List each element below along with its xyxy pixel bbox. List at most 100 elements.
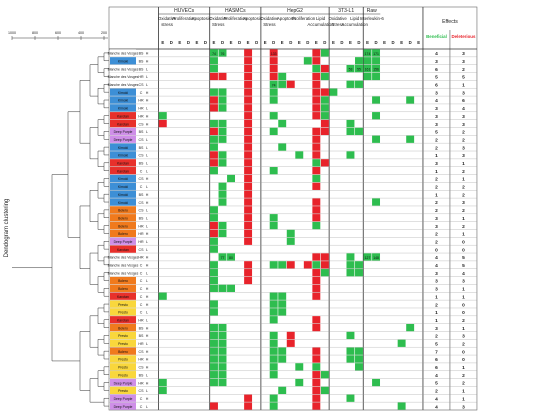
heat-cell (312, 198, 321, 206)
treatment-code: CS (139, 201, 145, 205)
heat-cell (210, 151, 218, 159)
beneficial-count: 2 (435, 185, 438, 191)
cultivar-name: Presto (118, 311, 128, 315)
heat-cell (218, 253, 227, 261)
deleterious-count: 4 (462, 106, 465, 112)
heat-cell (158, 292, 167, 300)
cell-value: 161 (365, 68, 371, 72)
cell-value: 171 (373, 52, 379, 56)
beneficial-count: 3 (435, 271, 438, 277)
ed-label: D (272, 40, 275, 45)
heat-cell (210, 245, 218, 253)
beneficial-count: 6 (435, 365, 438, 371)
heat-cell (286, 80, 295, 88)
heat-cell (210, 127, 218, 136)
heat-cell (346, 347, 355, 355)
heat-cell (278, 355, 287, 363)
deleterious-count: 2 (462, 224, 465, 230)
deleterious-count: 0 (462, 357, 465, 363)
ed-label: D (255, 40, 258, 45)
heat-cell (397, 339, 406, 347)
cell-value: 74 (212, 52, 216, 56)
heat-cell (210, 363, 218, 371)
cell-value: 80 (229, 256, 233, 260)
beneficial-count: 4 (435, 98, 438, 104)
scale-tick-label: 600 (55, 31, 61, 35)
beneficial-label: Beneficial (426, 34, 447, 39)
dose-code: H (146, 232, 149, 236)
heat-cell (244, 57, 253, 65)
heat-cell (320, 104, 329, 112)
heat-cell (210, 49, 218, 57)
treatment-code: CS (139, 122, 145, 126)
treatment-code: BS (139, 67, 144, 71)
heat-cell (295, 378, 304, 387)
cell-value: 77 (221, 256, 225, 260)
deleterious-count: 3 (462, 334, 465, 340)
cultivar-name: Kimoki (118, 107, 128, 111)
heat-cell (355, 127, 363, 136)
heat-cell (210, 206, 218, 214)
heat-cell (312, 57, 321, 65)
treatment-code: BS (139, 326, 144, 330)
heat-cell (363, 253, 372, 261)
deleterious-count: 1 (462, 287, 465, 293)
deleterious-count: 3 (462, 59, 465, 65)
heat-cell (218, 72, 227, 81)
treatment-code: HR (138, 381, 144, 385)
treatment-code: C (140, 311, 143, 315)
heat-cell (346, 151, 355, 159)
beneficial-count: 5 (435, 381, 438, 387)
deleterious-count: 3 (462, 279, 465, 285)
heat-cell (269, 127, 278, 136)
deleterious-count: 1 (462, 326, 465, 332)
heat-cell (312, 49, 321, 57)
deleterious-count: 1 (462, 177, 465, 183)
treatment-code: CS (139, 366, 145, 370)
group-header: HUVECs (174, 8, 195, 14)
heat-cell (312, 206, 321, 214)
cultivar-name: Bolero (118, 279, 128, 283)
cell-value: 53 (349, 68, 353, 72)
beneficial-count: 4 (435, 373, 438, 379)
heat-cell (269, 316, 278, 324)
dose-code: L (146, 185, 148, 189)
heat-cell (346, 64, 355, 73)
cell-value: 148 (373, 256, 379, 260)
dose-code: H (146, 114, 149, 118)
heat-cell (278, 143, 287, 151)
ed-label: E (213, 40, 216, 45)
treatment-code: C (140, 279, 143, 283)
deleterious-count: 1 (462, 232, 465, 238)
deleterious-count: 3 (462, 404, 465, 410)
heat-cell (312, 371, 321, 379)
dose-code: H (146, 91, 149, 95)
treatment-code: CS (139, 350, 145, 354)
cultivar-name-cell (110, 88, 136, 96)
heat-cell (244, 276, 253, 285)
treatment-code: HR (138, 99, 144, 103)
beneficial-count: 3 (435, 161, 438, 167)
heat-cell (372, 135, 381, 143)
heat-cell (320, 371, 329, 379)
treatment-code: CS (139, 83, 145, 87)
heat-cell (218, 135, 227, 143)
cultivar-name-cell (110, 80, 136, 88)
beneficial-count: 3 (435, 216, 438, 222)
cultivar-name-cell (110, 276, 136, 285)
cultivar-name: Kimoki (118, 146, 128, 150)
heat-cell (355, 57, 363, 65)
treatment-code: BS (139, 216, 144, 220)
cultivar-name: Blanche des Vosges (108, 256, 139, 260)
ed-label: E (195, 40, 198, 45)
heat-cell (244, 394, 253, 402)
ed-label: D (340, 40, 343, 45)
heat-cell (244, 237, 253, 245)
ed-label: E (366, 40, 369, 45)
beneficial-count: 5 (435, 75, 438, 81)
assay-header: Oxidative (209, 16, 228, 21)
ed-label: E (349, 40, 352, 45)
cultivar-name: Kimoki (118, 59, 128, 63)
heat-cell (210, 323, 218, 332)
heat-cell (372, 96, 381, 104)
